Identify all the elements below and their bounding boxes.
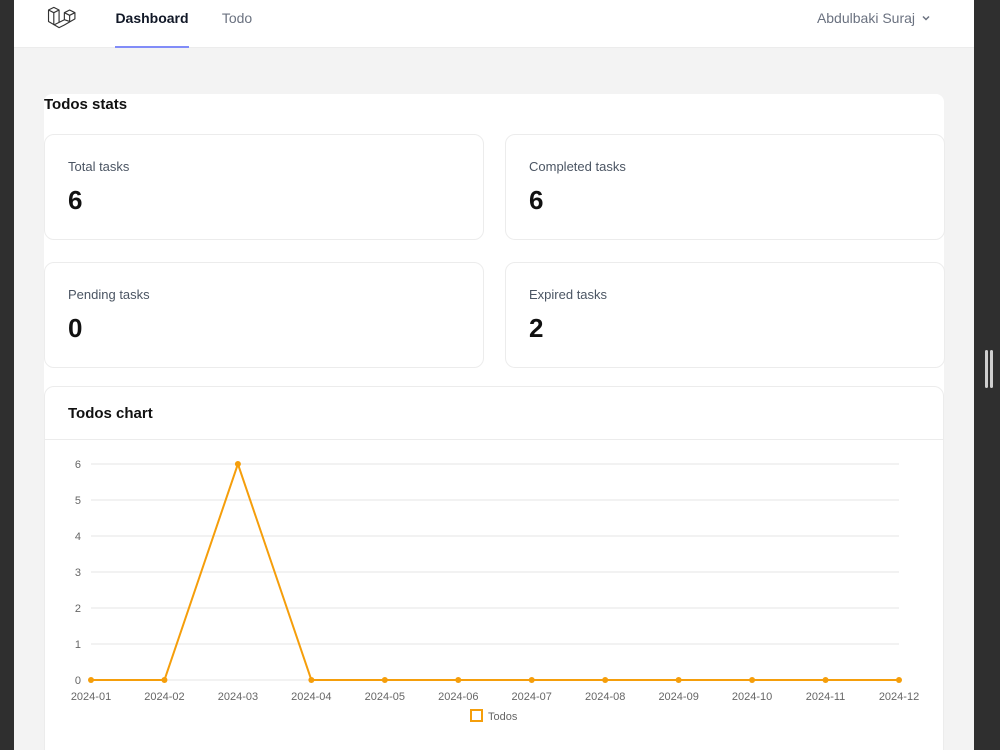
todos-chart-card: Todos chart 0 1 2 3 4 5 6 2024-01 2024-02 2024-03… (44, 386, 944, 750)
y-tick-label: 1 (75, 639, 81, 651)
top-navbar: Dashboard Todo Abdulbaki Suraj (14, 0, 974, 48)
stat-label: Completed tasks (529, 159, 626, 174)
data-point (308, 677, 315, 683)
series-line (91, 460, 899, 681)
todos-line-chart: 0 1 2 3 4 5 6 2024-01 2024-02 2024-03 2024-04 2024-… (71, 459, 919, 723)
chevron-down-icon (922, 15, 930, 21)
x-tick-label: 2024-05 (365, 691, 405, 703)
x-tick-label: 2024-01 (71, 691, 111, 703)
data-point (675, 677, 682, 683)
page-viewport: Dashboard Todo Abdulbaki Suraj Todos sta… (14, 0, 974, 750)
nav-link-dashboard[interactable]: Dashboard (115, 0, 189, 48)
data-point (88, 677, 94, 683)
y-tick-label: 5 (75, 495, 81, 507)
y-tick-label: 6 (75, 459, 81, 471)
stat-value: 0 (68, 313, 83, 343)
y-tick-label: 2 (75, 603, 81, 615)
y-tick-label: 3 (75, 567, 81, 579)
x-tick-label: 2024-09 (658, 691, 698, 703)
stat-label: Expired tasks (529, 287, 608, 302)
stat-card-expired: Expired tasks 2 (505, 262, 945, 368)
data-point (528, 677, 535, 683)
data-point (602, 677, 609, 683)
data-point (822, 677, 829, 683)
data-point (749, 677, 756, 683)
stat-card-pending: Pending tasks 0 (44, 262, 484, 368)
user-menu-dropdown[interactable]: Abdulbaki Suraj (817, 10, 931, 26)
data-point (161, 677, 168, 683)
x-tick-label: 2024-03 (218, 691, 258, 703)
stats-panel: Todos stats Total tasks 6 Completed task… (44, 94, 945, 750)
y-tick-label: 0 (75, 675, 81, 687)
x-tick-label: 2024-02 (144, 691, 184, 703)
stat-value: 6 (529, 185, 544, 215)
x-tick-label: 2024-07 (512, 691, 552, 703)
x-tick-label: 2024-10 (732, 691, 772, 703)
scrollbar-handle[interactable] (984, 350, 994, 388)
legend-label: Todos (488, 711, 518, 723)
chart-title: Todos chart (68, 405, 153, 422)
data-point (234, 461, 241, 467)
legend-swatch (470, 709, 483, 722)
user-name: Abdulbaki Suraj (816, 10, 915, 26)
stat-label: Pending tasks (68, 287, 150, 302)
nav-link-todo[interactable]: Todo (221, 10, 253, 26)
data-point (896, 677, 902, 683)
x-tick-label: 2024-12 (879, 691, 919, 703)
x-tick-label: 2024-08 (585, 691, 625, 703)
x-tick-label: 2024-11 (806, 691, 846, 703)
x-tick-label: 2024-04 (291, 691, 331, 703)
data-point (455, 677, 462, 683)
stat-label: Total tasks (68, 159, 130, 174)
data-point (381, 677, 388, 683)
stat-card-total: Total tasks 6 (44, 134, 484, 240)
stat-value: 2 (529, 313, 544, 343)
laravel-logo-icon[interactable] (45, 3, 77, 35)
divider (45, 439, 943, 440)
stats-title: Todos stats (44, 96, 128, 113)
stat-card-completed: Completed tasks 6 (505, 134, 945, 240)
stat-value: 6 (68, 185, 83, 215)
x-tick-label: 2024-06 (438, 691, 478, 703)
y-tick-label: 4 (75, 531, 81, 543)
